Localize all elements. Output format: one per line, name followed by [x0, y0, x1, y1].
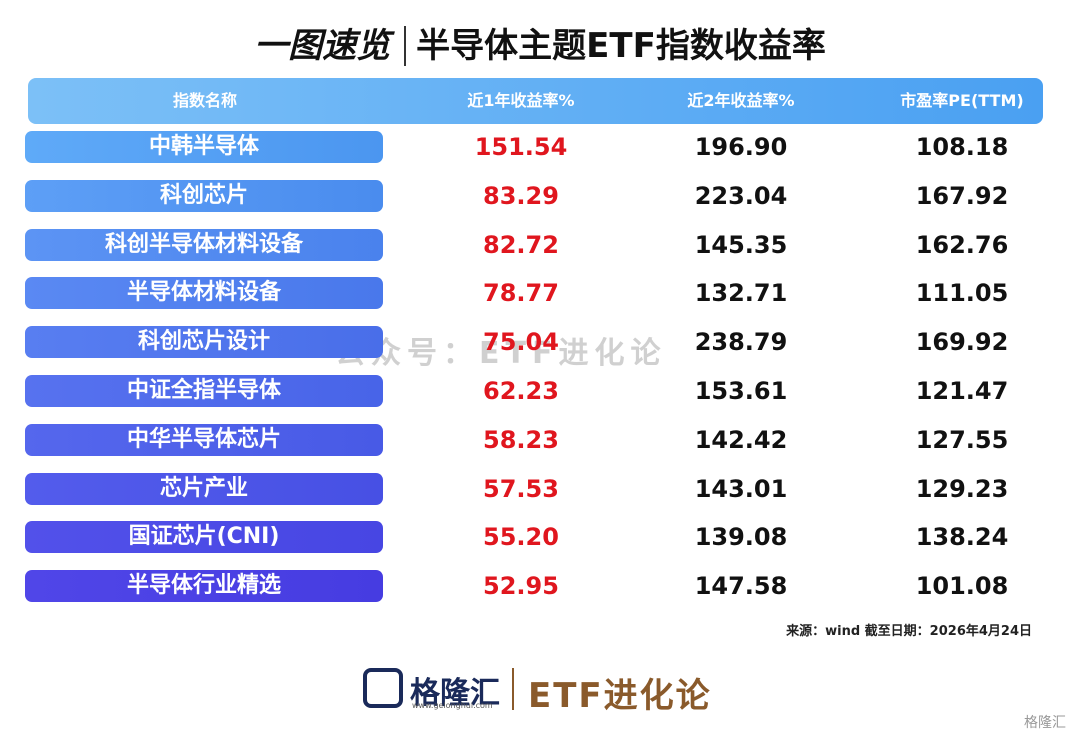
cell-value: 127.55: [915, 425, 1009, 454]
cell-value: 143.01: [694, 474, 788, 503]
row-name: 科创芯片: [25, 179, 383, 212]
row-name: 芯片产业: [25, 472, 383, 505]
channel: ETF进化论: [528, 676, 712, 716]
row-name: 国证芯片(CNI): [25, 521, 383, 554]
row-name: 半导体行业精选: [25, 570, 383, 603]
watermark: 公众号：ETF进化论: [335, 336, 667, 371]
cell-value: 162.76: [915, 230, 1009, 259]
cell-value: 75.04: [483, 328, 559, 357]
cell-value: 62.23: [483, 377, 559, 405]
cell-value: 111.05: [915, 279, 1009, 308]
cell-value: 129.23: [915, 474, 1009, 503]
cell-value: 223.04: [694, 181, 788, 210]
header-bar: [28, 78, 1043, 124]
cell-value: 108.18: [915, 133, 1009, 161]
title-tag: 一图速览: [254, 26, 407, 66]
cell-value: 196.90: [694, 133, 788, 161]
cell-value: 238.79: [694, 328, 788, 357]
title: 一图速览 半导体主题ETF指数收益率: [0, 18, 1080, 67]
corner-watermark: 格隆汇: [1024, 715, 1066, 731]
title-text: 半导体主题ETF指数收益率: [416, 26, 826, 66]
cell-value: 52.95: [483, 572, 559, 601]
cell-value: 138.24: [915, 523, 1009, 552]
cell-value: 101.08: [915, 572, 1009, 601]
cell-value: 167.92: [915, 181, 1009, 210]
brand-url: www.gelonghui.com: [412, 701, 493, 710]
cell-value: 132.71: [694, 279, 788, 308]
row-name: 中韩半导体: [25, 131, 383, 163]
column-header: 市盈率PE(TTM): [900, 91, 1024, 110]
cell-value: 83.29: [483, 181, 559, 210]
cell-value: 169.92: [915, 328, 1009, 357]
row-name: 半导体材料设备: [25, 277, 383, 310]
cell-value: 147.58: [694, 572, 788, 601]
column-header: 指数名称: [172, 91, 237, 110]
row-name: 中华半导体芯片: [25, 423, 383, 456]
cell-value: 78.77: [483, 279, 559, 308]
row-name: 中证全指半导体: [25, 375, 383, 407]
column-header: 近2年收益率%: [687, 91, 795, 110]
cell-value: 151.54: [474, 133, 568, 161]
cell-value: 139.08: [694, 523, 788, 552]
cell-value: 142.42: [694, 425, 788, 454]
cell-value: 55.20: [483, 523, 559, 552]
logo-icon: [363, 668, 403, 708]
cell-value: 121.47: [915, 377, 1009, 405]
divider: [512, 668, 514, 710]
column-header: 近1年收益率%: [467, 91, 575, 110]
cell-value: 57.53: [483, 474, 559, 503]
cell-value: 153.61: [694, 377, 788, 405]
cell-value: 145.35: [694, 230, 788, 259]
cell-value: 58.23: [483, 425, 559, 454]
brand: 格隆汇: [410, 676, 500, 711]
cell-value: 82.72: [483, 230, 559, 259]
row-name: 科创芯片设计: [25, 326, 383, 359]
source-note: 来源：wind 截至日期：2026年4月24日: [786, 624, 1032, 639]
row-name: 科创半导体材料设备: [25, 228, 383, 261]
